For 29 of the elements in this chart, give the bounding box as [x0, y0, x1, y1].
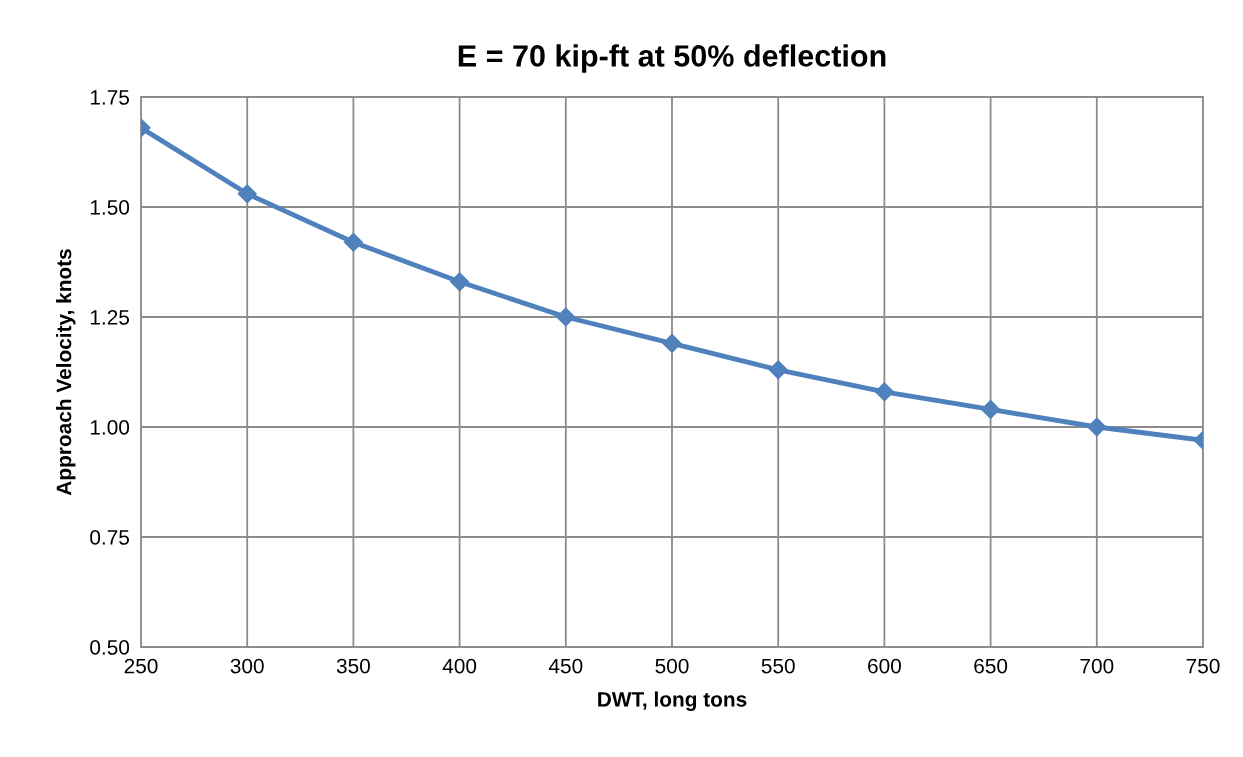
point	[237, 184, 257, 204]
y-axis-title: Approach Velocity, knots	[56, 249, 76, 496]
x-tick-label: 650	[974, 658, 1008, 674]
x-tick-label: 300	[230, 658, 264, 674]
x-tick-label: 450	[548, 658, 583, 674]
point	[662, 333, 682, 353]
point	[981, 399, 1001, 419]
x-tick-label: 750	[1186, 658, 1220, 674]
point	[343, 232, 363, 252]
point	[768, 360, 788, 380]
y-tick-label: 0.50	[90, 640, 130, 655]
y-tick-label: 1.50	[90, 200, 130, 215]
y-tick-label: 1.00	[90, 420, 130, 435]
point	[556, 307, 576, 327]
x-tick-label: 250	[124, 658, 158, 674]
y-tick-label: 0.75	[90, 530, 130, 545]
point	[450, 272, 470, 292]
y-tick-label: 1.75	[90, 90, 130, 105]
x-tick-label: 550	[761, 658, 795, 674]
y-tick-label: 1.25	[90, 310, 130, 325]
x-tick-label: 500	[655, 658, 689, 674]
x-tick-label: 700	[1080, 658, 1114, 674]
chart-title: E = 70 kip-ft at 50% deflection	[458, 44, 886, 73]
x-axis-title: DWT, long tons	[598, 691, 747, 711]
x-tick-label: 600	[868, 658, 901, 674]
x-tick-label: 400	[442, 658, 477, 674]
x-tick-label: 350	[336, 658, 370, 674]
point	[1087, 417, 1107, 437]
point	[874, 382, 894, 402]
